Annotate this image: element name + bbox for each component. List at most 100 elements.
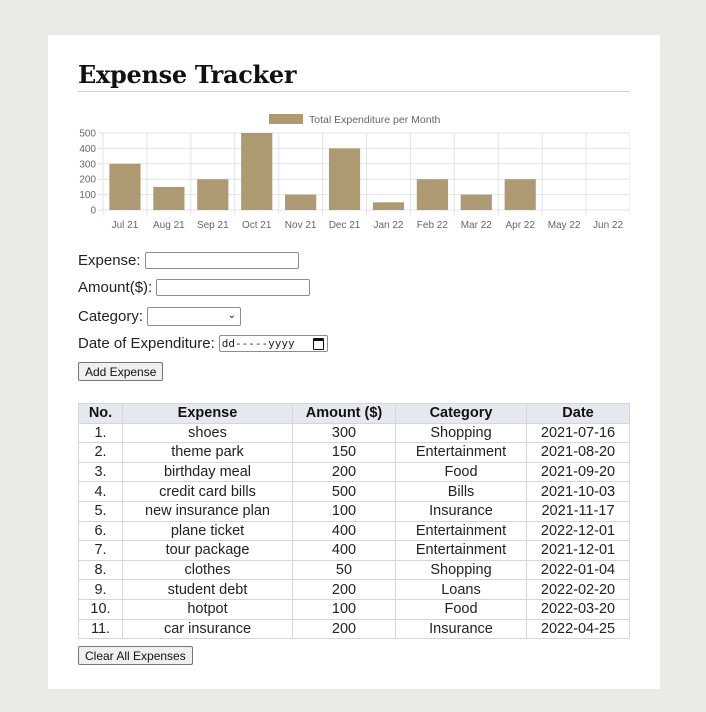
category-select[interactable]: ⌄ xyxy=(147,307,242,326)
cell-no: 2. xyxy=(78,442,123,463)
chevron-down-icon: ⌄ xyxy=(227,310,237,321)
cell-date: 2022-12-01 xyxy=(526,520,630,542)
cell-expense: clothes xyxy=(122,559,293,581)
cell-expense: credit card bills xyxy=(122,481,293,502)
cell-date: 2021-08-20 xyxy=(526,442,630,463)
cell-category: Bills xyxy=(395,481,527,502)
cell-date: 2021-10-03 xyxy=(526,481,630,502)
cell-expense: hotpot xyxy=(122,598,293,620)
amount-input[interactable] xyxy=(156,279,311,296)
x-tick-label: Oct 21 xyxy=(242,220,272,231)
table-row: 10. hotpot 100 Food 2022-03-20 xyxy=(78,598,630,620)
cell-expense: new insurance plan xyxy=(122,500,293,522)
expense-tracker-card: Expense Tracker Total Expenditure per Mo… xyxy=(48,35,660,689)
x-tick-label: Feb 22 xyxy=(417,220,449,231)
page-title: Expense Tracker xyxy=(78,60,297,89)
expense-table: No. Expense Amount ($) Category Date 1. s… xyxy=(78,403,630,640)
cell-category: Loans xyxy=(395,579,527,600)
cell-amount: 150 xyxy=(292,442,396,463)
header-date: Date xyxy=(526,403,630,424)
bar xyxy=(197,179,229,210)
cell-amount: 50 xyxy=(292,559,396,581)
cell-date: 2021-07-16 xyxy=(526,422,630,444)
cell-expense: theme park xyxy=(122,442,293,463)
cell-no: 1. xyxy=(78,422,123,444)
cell-amount: 400 xyxy=(292,520,396,542)
cell-amount: 400 xyxy=(292,540,396,561)
cell-no: 10. xyxy=(78,598,123,620)
cell-category: Food xyxy=(395,461,527,483)
x-tick-label: Sep 21 xyxy=(197,220,229,231)
y-tick-label: 400 xyxy=(79,144,96,155)
legend-swatch xyxy=(269,114,303,124)
bar xyxy=(372,202,405,210)
x-tick-label: Nov 21 xyxy=(285,220,317,231)
table-row: 7. tour package 400 Entertainment 2021-12-01 xyxy=(78,540,630,561)
bar xyxy=(241,133,273,210)
add-expense-button[interactable]: Add Expense xyxy=(78,362,164,381)
table-row: 5. new insurance plan 100 Insurance 2021-11-… xyxy=(78,500,630,522)
y-tick-label: 100 xyxy=(79,190,96,201)
table-row: 6. plane ticket 400 Entertainment 2022-12-01 xyxy=(78,520,630,542)
date-row: Date of Expenditure: dd-----yyyy xyxy=(78,335,328,352)
y-tick-label: 200 xyxy=(79,175,96,186)
bar xyxy=(285,194,317,210)
table-header-row: No. Expense Amount ($) Category Date xyxy=(78,403,630,424)
x-tick-label: Jul 21 xyxy=(112,220,139,231)
cell-no: 3. xyxy=(78,461,123,483)
cell-amount: 100 xyxy=(292,598,396,620)
y-tick-label: 500 xyxy=(79,129,96,140)
table-row: 3. birthday meal 200 Food 2021-09-20 xyxy=(78,461,630,483)
amount-label: Amount($): xyxy=(78,279,153,296)
amount-row: Amount($): xyxy=(78,279,311,296)
cell-expense: tour package xyxy=(122,540,293,561)
cell-no: 7. xyxy=(78,540,123,561)
table-row: 11. car insurance 200 Insurance 2022-04-25 xyxy=(78,618,630,640)
calendar-icon[interactable] xyxy=(312,337,324,350)
expense-input[interactable] xyxy=(144,252,299,269)
title-divider xyxy=(78,91,630,92)
cell-date: 2021-09-20 xyxy=(526,461,630,483)
expense-row: Expense: xyxy=(78,252,299,269)
cell-no: 4. xyxy=(78,481,123,502)
cell-amount: 200 xyxy=(292,618,396,640)
y-tick-label: 300 xyxy=(79,159,96,170)
cell-amount: 200 xyxy=(292,461,396,483)
cell-expense: car insurance xyxy=(122,618,293,640)
x-tick-label: Jan 22 xyxy=(373,220,403,231)
cell-amount: 100 xyxy=(292,500,396,522)
header-amount: Amount ($) xyxy=(292,403,396,424)
category-label: Category: xyxy=(78,308,144,325)
x-tick-label: Aug 21 xyxy=(153,220,185,231)
cell-category: Shopping xyxy=(395,422,527,444)
legend-label: Total Expenditure per Month xyxy=(309,114,440,126)
cell-category: Insurance xyxy=(395,618,527,640)
x-tick-label: Apr 22 xyxy=(505,220,535,231)
cell-category: Entertainment xyxy=(395,540,527,561)
cell-no: 8. xyxy=(78,559,123,581)
clear-all-expenses-button[interactable]: Clear All Expenses xyxy=(78,646,193,665)
cell-no: 5. xyxy=(78,500,123,522)
cell-category: Food xyxy=(395,598,527,620)
cell-category: Entertainment xyxy=(395,520,527,542)
cell-date: 2022-02-20 xyxy=(526,579,630,600)
header-category: Category xyxy=(395,403,527,424)
cell-category: Shopping xyxy=(395,559,527,581)
cell-date: 2022-01-04 xyxy=(526,559,630,581)
date-input[interactable]: dd-----yyyy xyxy=(218,335,328,352)
cell-expense: plane ticket xyxy=(122,520,293,542)
x-tick-label: Mar 22 xyxy=(461,220,493,231)
cell-amount: 300 xyxy=(292,422,396,444)
cell-expense: student debt xyxy=(122,579,293,600)
bar xyxy=(109,163,141,210)
cell-category: Insurance xyxy=(395,500,527,522)
cell-date: 2021-12-01 xyxy=(526,540,630,561)
cell-date: 2022-03-20 xyxy=(526,598,630,620)
header-expense: Expense xyxy=(122,403,293,424)
cell-date: 2021-11-17 xyxy=(526,500,630,522)
y-tick-label: 0 xyxy=(90,206,96,217)
x-tick-label: May 22 xyxy=(548,220,581,231)
table-row: 9. student debt 200 Loans 2022-02-20 xyxy=(78,579,630,600)
bar xyxy=(328,148,361,210)
cell-no: 6. xyxy=(78,520,123,542)
